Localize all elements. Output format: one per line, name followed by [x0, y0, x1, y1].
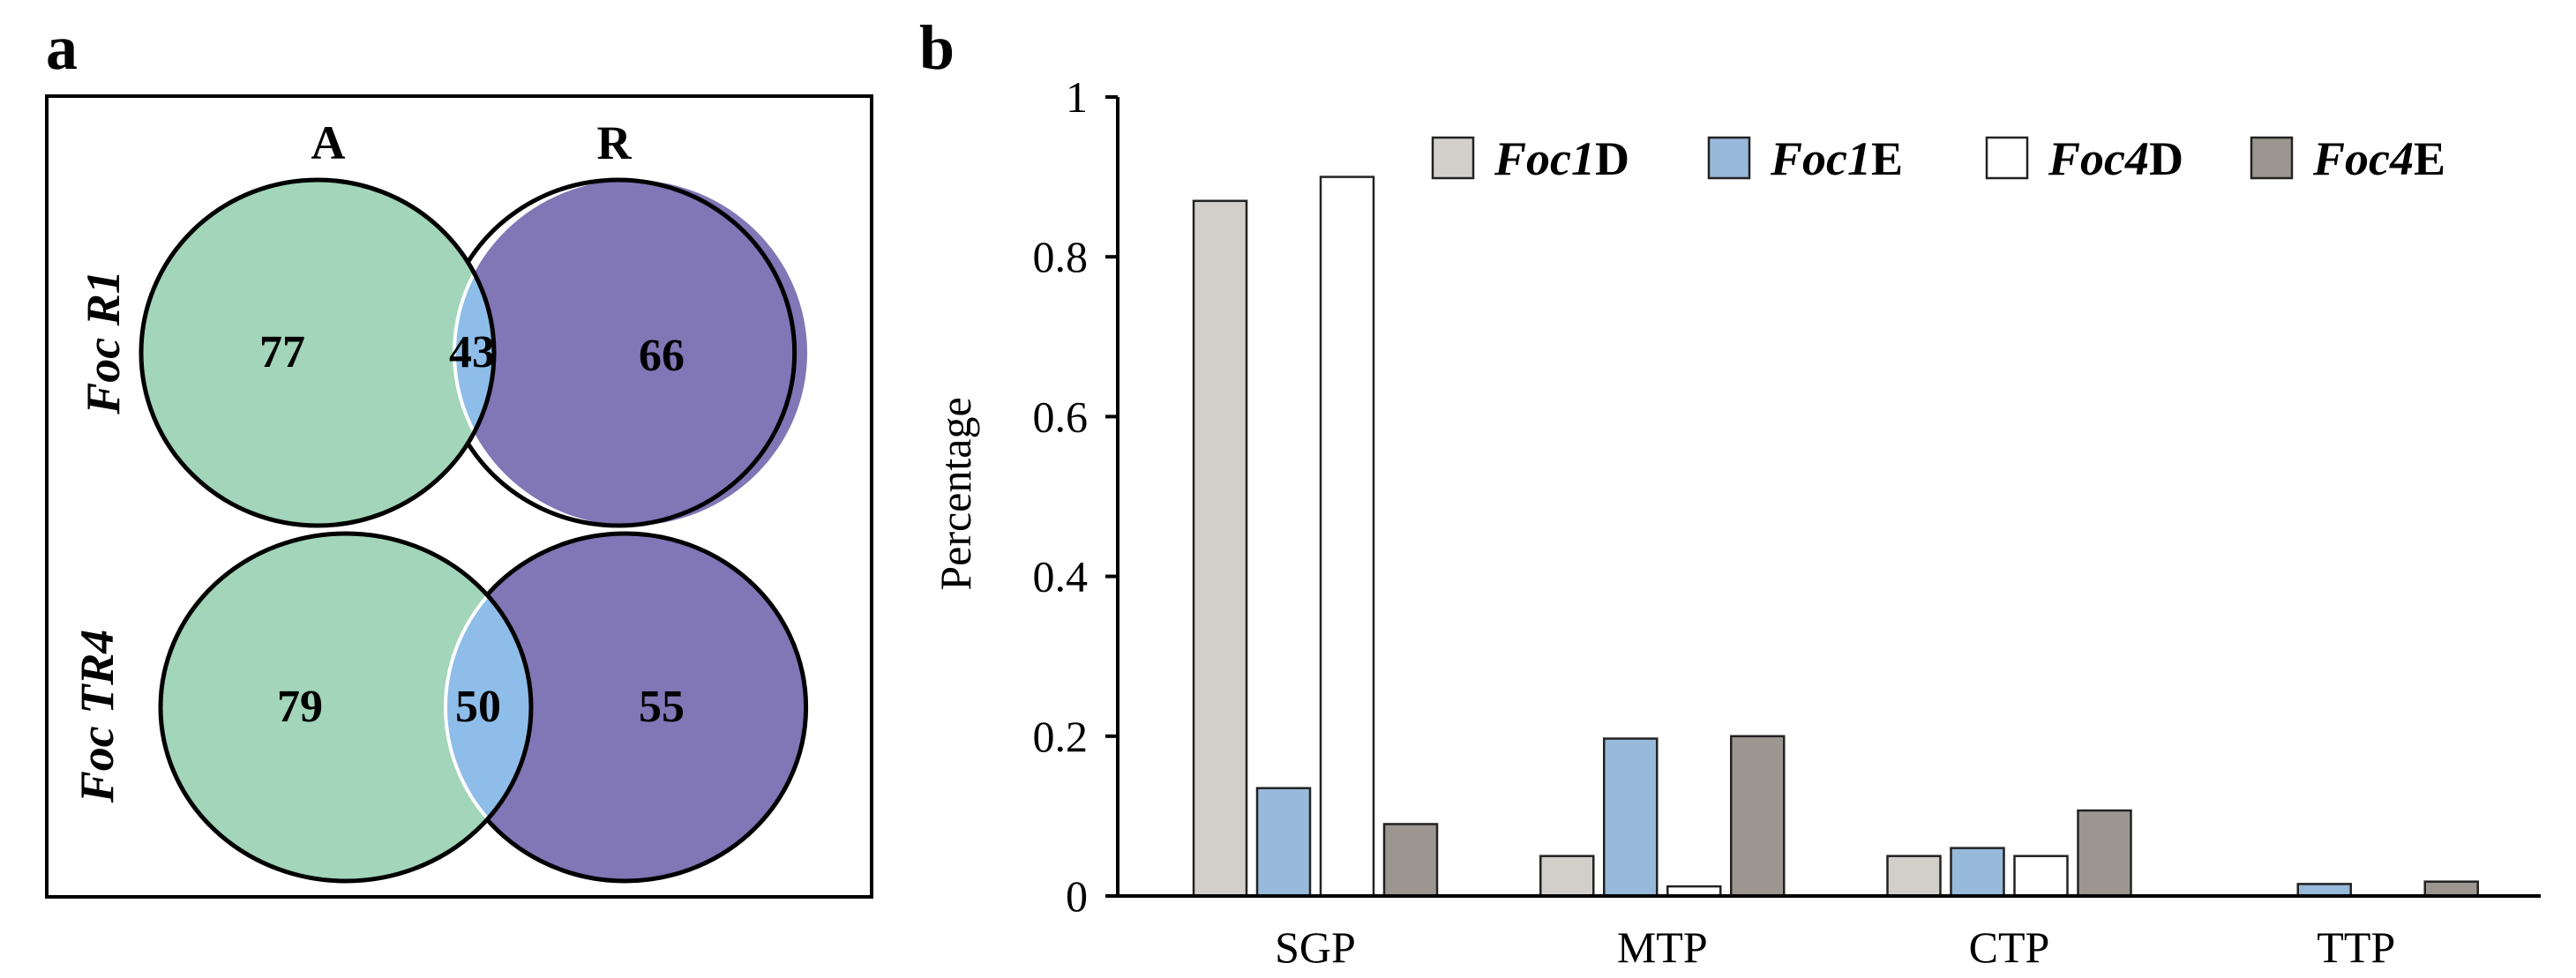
- legend-label: Foc1D: [1494, 132, 1629, 185]
- venn-circle-right: [446, 534, 807, 881]
- venn-overlap-edge: [453, 180, 494, 526]
- panel-label-a: a: [46, 12, 78, 83]
- x-tick-label: CTP: [1969, 922, 2050, 972]
- bar-foc1e-mtp: [1603, 737, 1659, 898]
- bar-foc1d-ctp: [1886, 855, 1942, 898]
- y-axis-label: Percentage: [931, 397, 980, 590]
- venn-header-r: R: [597, 116, 633, 169]
- x-tick-label: MTP: [1617, 922, 1708, 972]
- bar-foc4e-ctp: [2077, 809, 2132, 898]
- y-tick-label: 0.4: [1033, 552, 1089, 601]
- legend-swatch: [1707, 136, 1751, 180]
- y-tick-label: 0.2: [1033, 712, 1089, 761]
- venn-count-right: 66: [639, 331, 685, 381]
- venn-count-left: 77: [259, 327, 305, 377]
- venn-circle-left: [141, 180, 494, 526]
- x-tick-labels: SGP MTP CTP TTP: [1275, 922, 2395, 972]
- chart-axes: [1116, 97, 2541, 898]
- venn-circle-right-outline: [466, 177, 798, 528]
- y-tick-labels: 0 0.2 0.4 0.6 0.8 1: [1033, 72, 1118, 921]
- legend-label-italic: Foc1: [1494, 132, 1595, 185]
- legend-label: Foc4E: [2312, 132, 2445, 185]
- venn-panel: A R 77 43 66 Foc R1 79 50 55: [45, 94, 873, 899]
- venn-row-1: 77 43 66 Foc R1: [77, 177, 807, 528]
- bar-foc4d-ctp: [2013, 855, 2069, 898]
- venn-count-left: 79: [277, 682, 323, 732]
- venn-frame: [45, 94, 873, 899]
- panel-label-b: b: [919, 12, 955, 83]
- venn-circle-left-outline: [139, 177, 497, 528]
- venn-count-overlap: 50: [455, 682, 501, 732]
- bar-foc4d-sgp: [1319, 175, 1375, 898]
- bar-foc1e-ttp: [2296, 883, 2352, 898]
- x-tick-label: SGP: [1275, 922, 1356, 972]
- bar-foc4e-sgp: [1382, 823, 1439, 898]
- y-tick-label: 0: [1066, 871, 1088, 921]
- legend-swatch: [1431, 136, 1475, 180]
- legend-label-suffix: E: [1871, 132, 1903, 185]
- venn-count-overlap: 43: [449, 327, 495, 377]
- legend-label-suffix: D: [2149, 132, 2183, 185]
- bar-chart: 0 0.2 0.4 0.6 0.8 1 SGP MTP CTP TTP Percentage F…: [931, 72, 2541, 972]
- bar-foc4e-ttp: [2423, 880, 2479, 898]
- legend-label-suffix: D: [1595, 132, 1629, 185]
- venn-header-a: A: [311, 116, 346, 169]
- y-tick-label: 0.8: [1033, 232, 1089, 281]
- y-tick-label: 0.6: [1033, 392, 1089, 441]
- venn-row-label: Foc TR4: [71, 630, 124, 804]
- bar-foc1d-sgp: [1192, 199, 1248, 898]
- bar-group: [1192, 175, 2479, 898]
- chart-legend: Foc1D Foc1E Foc4D Foc4E: [1431, 132, 2445, 185]
- bar-foc1e-ctp: [1950, 847, 2005, 898]
- venn-overlap-edge: [444, 534, 531, 881]
- legend-label: Foc4D: [2048, 132, 2183, 185]
- venn-count-right: 55: [639, 682, 685, 732]
- legend-label-suffix: E: [2414, 132, 2445, 185]
- bar-foc4e-mtp: [1730, 735, 1786, 898]
- venn-row-2: 79 50 55 Foc TR4: [71, 531, 809, 884]
- legend-swatch: [1985, 136, 2029, 180]
- venn-circle-left-outline: [158, 531, 534, 884]
- legend-label-italic: Foc4: [2048, 132, 2149, 185]
- bar-foc1d-mtp: [1539, 855, 1595, 898]
- x-tick-label: TTP: [2317, 922, 2395, 972]
- venn-circle-right-outline: [484, 531, 809, 884]
- legend-label-italic: Foc4: [2312, 132, 2414, 185]
- legend-label: Foc1E: [1770, 132, 1903, 185]
- venn-row-label: Foc R1: [77, 270, 130, 415]
- bar-foc1e-sgp: [1255, 787, 1312, 898]
- venn-circle-left: [161, 534, 531, 881]
- y-tick-label: 1: [1066, 72, 1088, 122]
- legend-swatch: [2250, 136, 2294, 180]
- venn-circle-right: [454, 180, 807, 526]
- legend-label-italic: Foc1: [1770, 132, 1871, 185]
